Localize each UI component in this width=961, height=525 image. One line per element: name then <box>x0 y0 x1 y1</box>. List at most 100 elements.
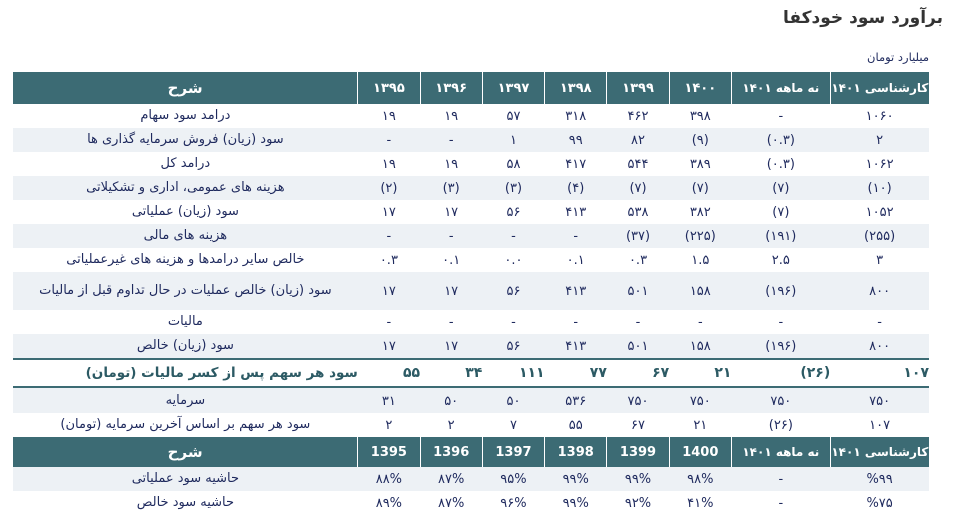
cell-value: (۰.۳) <box>731 128 831 152</box>
table-row: ۸۰۰ (۱۹۶) ۱۵۸ ۵۰۱ ۴۱۳ ۵۶ ۱۷ ۱۷ سود (زیان… <box>13 334 929 359</box>
cell-value: (۲) <box>357 176 421 200</box>
cell-value: ۱۰۵۲ <box>830 200 929 224</box>
cell-value: ۴۱% <box>669 491 732 515</box>
cell-value: ۴۶۲ <box>606 104 670 128</box>
cell-value: ۰.۳ <box>357 248 421 272</box>
cell-value: (۱۰) <box>830 176 929 200</box>
cell-value: (۲۶) <box>731 358 831 388</box>
cell-value: ۱۵۸ <box>669 272 732 310</box>
unit-caption: میلیارد تومان <box>867 50 929 64</box>
cell-value: %۷۵ <box>830 491 929 515</box>
table-row: - - - - - - - - مالیات <box>13 310 929 334</box>
cell-value: ۹۸% <box>669 467 732 491</box>
header-cell-karshenasi-1401[interactable]: کارشناسی ۱۴۰۱ <box>830 72 929 104</box>
cell-value: ۵۶ <box>482 334 545 359</box>
cell-value: ۵۳۶ <box>544 387 607 413</box>
header-cell-1399-2[interactable]: 1399 <box>606 437 670 467</box>
header-cell-1400[interactable]: ۱۴۰۰ <box>669 72 732 104</box>
header-cell-karshenasi-1401-2[interactable]: کارشناسی ۱۴۰۱ <box>830 437 929 467</box>
cell-value: ۹۹% <box>544 491 607 515</box>
table-row: %۹۹ - ۹۸% ۹۹% ۹۹% ۹۵% ۸۷% ۸۸% حاشیه سود … <box>13 467 929 491</box>
cell-value: - <box>482 310 545 334</box>
cell-value: ۴۱۳ <box>544 200 607 224</box>
cell-value: - <box>731 491 831 515</box>
cell-value: ۱۱۱ <box>482 358 545 388</box>
cell-value: ۱۵۸ <box>669 334 732 359</box>
cell-value: ۷۵۰ <box>669 387 732 413</box>
header-cell-1395-2[interactable]: 1395 <box>357 437 421 467</box>
cell-value: - <box>731 310 831 334</box>
cell-value: ۳۴ <box>420 358 483 388</box>
header-cell-noh-mahe-1401-2[interactable]: نه ماهه ۱۴۰۱ <box>731 437 831 467</box>
cell-value: ۱۷ <box>420 334 483 359</box>
cell-value: ۱ <box>482 128 545 152</box>
row-label: سود (زیان) خالص عملیات در حال تداوم قبل … <box>13 272 358 310</box>
cell-value: (۷) <box>606 176 670 200</box>
cell-value: ۵۵ <box>544 413 607 437</box>
row-label: حاشیه سود عملیاتی <box>13 467 358 491</box>
header-cell-1398[interactable]: ۱۳۹۸ <box>544 72 608 104</box>
header-cell-1397-2[interactable]: 1397 <box>482 437 546 467</box>
table-row: ۲ (۰.۳) (۹) ۸۲ ۹۹ ۱ - - سود (زیان) فروش … <box>13 128 929 152</box>
cell-value: ۸۰۰ <box>830 272 929 310</box>
cell-value: - <box>544 224 607 248</box>
cell-value: ۳ <box>830 248 929 272</box>
cell-value: (۳۷) <box>606 224 670 248</box>
cell-value: ۲۱ <box>669 413 732 437</box>
cell-value: ۴۱۷ <box>544 152 607 176</box>
cell-value: ۷۵۰ <box>830 387 929 413</box>
cell-value: ۹۹% <box>606 467 670 491</box>
table-row: ۱۰۷ (۲۶) ۲۱ ۶۷ ۵۵ ۷ ۲ ۲ سود هر سهم بر اس… <box>13 413 929 437</box>
row-label: مالیات <box>13 310 358 334</box>
cell-value: (۷) <box>669 176 732 200</box>
cell-value: ۵۰۱ <box>606 272 670 310</box>
table-row: (۱۰) (۷) (۷) (۷) (۴) (۳) (۳) (۲) هزینه ه… <box>13 176 929 200</box>
cell-value: ۷۵۰ <box>606 387 670 413</box>
cell-value: ۲.۵ <box>731 248 831 272</box>
cell-value: ۸۷% <box>420 491 483 515</box>
cell-value: (۱۹۱) <box>731 224 831 248</box>
header-cell-noh-mahe-1401[interactable]: نه ماهه ۱۴۰۱ <box>731 72 831 104</box>
cell-value: ۸۹% <box>357 491 421 515</box>
cell-value: ۷۷ <box>544 358 607 388</box>
header-cell-1398-2[interactable]: 1398 <box>544 437 608 467</box>
cell-value: ۵۰۱ <box>606 334 670 359</box>
cell-value: ۱۷ <box>357 200 421 224</box>
cell-value: (۳) <box>420 176 483 200</box>
row-label: خالص سایر درامدها و هزینه های غیرعملیاتی <box>13 248 358 272</box>
cell-value: (۱۹۶) <box>731 272 831 310</box>
eps-highlight-row: ۱۰۷ (۲۶) ۲۱ ۶۷ ۷۷ ۱۱۱ ۳۴ ۵۵ سود هر سهم پ… <box>13 358 929 388</box>
cell-value: (۱۹۶) <box>731 334 831 359</box>
cell-value: ۵۰ <box>420 387 483 413</box>
cell-value: ۱۹ <box>357 152 421 176</box>
cell-value: ۹۶% <box>482 491 545 515</box>
table-header-top: کارشناسی ۱۴۰۱ نه ماهه ۱۴۰۱ ۱۴۰۰ ۱۳۹۹ ۱۳۹… <box>13 72 929 104</box>
header-cell-1396[interactable]: ۱۳۹۶ <box>420 72 483 104</box>
cell-value: (۷) <box>731 200 831 224</box>
cell-value: ۱۹ <box>420 104 483 128</box>
row-label: سود (زیان) فروش سرمایه گذاری ها <box>13 128 358 152</box>
cell-value: ۲ <box>357 413 421 437</box>
row-label: سرمایه <box>13 387 358 413</box>
cell-value: ۱۹ <box>357 104 421 128</box>
cell-value: ۱۰۷ <box>830 358 929 388</box>
cell-value: ۵۷ <box>482 104 545 128</box>
header-cell-1397[interactable]: ۱۳۹۷ <box>482 72 546 104</box>
cell-value: (۳) <box>482 176 545 200</box>
cell-value: - <box>731 104 831 128</box>
cell-value: ۱.۵ <box>669 248 732 272</box>
header-cell-1395[interactable]: ۱۳۹۵ <box>357 72 421 104</box>
cell-value: ۲ <box>420 413 483 437</box>
header-cell-1399[interactable]: ۱۳۹۹ <box>606 72 670 104</box>
cell-value: ۲۱ <box>669 358 732 388</box>
header-cell-1400-2[interactable]: 1400 <box>669 437 732 467</box>
row-label: سود (زیان) عملیاتی <box>13 200 358 224</box>
cell-value: - <box>482 224 545 248</box>
header-cell-1396-2[interactable]: 1396 <box>420 437 483 467</box>
cell-value: ۱۹ <box>420 152 483 176</box>
cell-value: ۱۰۶۰ <box>830 104 929 128</box>
header-cell-description: شرح <box>13 72 359 104</box>
table-row: (۲۵۵) (۱۹۱) (۲۲۵) (۳۷) - - - - هزینه های… <box>13 224 929 248</box>
table-row: %۷۵ - ۴۱% ۹۲% ۹۹% ۹۶% ۸۷% ۸۹% حاشیه سود … <box>13 491 929 515</box>
cell-value: ۹۲% <box>606 491 670 515</box>
